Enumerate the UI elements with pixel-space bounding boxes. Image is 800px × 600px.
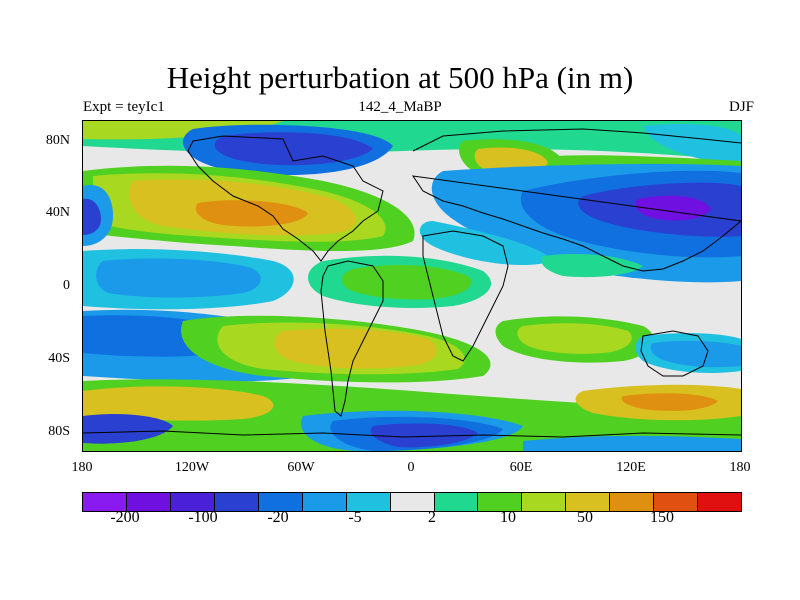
arctic-cyan-low xyxy=(643,124,741,166)
colorbar xyxy=(82,492,742,512)
tropical-sky-west xyxy=(96,258,261,298)
colorbar-swatch-12 xyxy=(610,493,655,511)
colorbar-swatch-0 xyxy=(83,493,127,511)
tropical-teal-east xyxy=(541,254,643,278)
colorbar-swatch-13 xyxy=(654,493,699,511)
subpolar-sky-east xyxy=(523,435,741,451)
colorbar-label-minus200: -200 xyxy=(110,509,140,526)
lon-label-180w: 180 xyxy=(71,460,93,475)
south-sky-east xyxy=(650,340,741,368)
colorbar-label-50: 50 xyxy=(577,509,593,526)
north-america-outline xyxy=(187,135,384,262)
south-america-outline xyxy=(320,260,384,417)
colorbar-label-10: 10 xyxy=(500,509,516,526)
season-label: DJF xyxy=(728,99,754,115)
colorbar-swatch-9 xyxy=(478,493,523,511)
north-cyan-ring xyxy=(419,221,553,266)
lat-label-80s: 80S xyxy=(48,424,70,439)
lon-label-60e: 60E xyxy=(509,460,533,475)
eurasia-outline xyxy=(411,128,741,272)
colorbar-swatch-5 xyxy=(302,493,347,511)
colorbar-label-2: 2 xyxy=(428,509,436,526)
lon-label-0: 0 xyxy=(407,460,415,475)
colorbar-label-minus20: -20 xyxy=(267,509,289,526)
map-panel xyxy=(82,120,742,452)
colorbar-label-minus100: -100 xyxy=(188,509,218,526)
colorbar-label-150: 150 xyxy=(650,509,674,526)
australia-outline xyxy=(640,330,709,377)
colorbar-swatch-3 xyxy=(214,493,259,511)
lon-label-120w: 120W xyxy=(174,460,210,475)
lat-label-40s: 40S xyxy=(48,351,70,366)
coastlines xyxy=(83,128,741,438)
antarctica-outline xyxy=(83,430,741,438)
colorbar-swatch-7 xyxy=(390,493,435,511)
lat-label-40n: 40N xyxy=(45,205,70,220)
colorbar-swatch-8 xyxy=(434,493,479,511)
lat-label-80n: 80N xyxy=(45,133,70,148)
colorbar-swatch-2 xyxy=(170,493,215,511)
tropical-green-mid xyxy=(341,265,472,300)
colorbar-swatch-4 xyxy=(258,493,303,511)
experiment-label: Expt = teyIc1 xyxy=(83,99,165,115)
west-blue-low xyxy=(83,198,101,235)
south-gold-high xyxy=(274,328,437,369)
lon-label-120e: 120E xyxy=(616,460,646,475)
subpolar-orange-east xyxy=(621,393,718,411)
subpolar-blue-west xyxy=(83,414,173,444)
lon-label-60w: 60W xyxy=(287,460,315,475)
africa-outline xyxy=(422,230,509,362)
plot-title: Height perturbation at 500 hPa (in m) xyxy=(166,60,634,95)
subpolar-gold-band xyxy=(83,386,274,421)
colorbar-swatch-1 xyxy=(126,493,171,511)
period-label: 142_4_MaBP xyxy=(358,99,442,115)
arctic-blue-core xyxy=(214,132,373,166)
south-lime-east xyxy=(517,323,632,354)
colorbar-swatch-6 xyxy=(346,493,391,511)
colorbar-swatch-14 xyxy=(698,493,742,511)
north-orange-high xyxy=(195,200,308,227)
height-perturbation-map xyxy=(83,121,741,451)
colorbar-label-minus5: -5 xyxy=(348,509,362,526)
lon-label-180e: 180 xyxy=(729,460,751,475)
subpolar-darkblue-mid xyxy=(370,423,478,448)
colorbar-swatch-11 xyxy=(566,493,611,511)
colorbar-swatch-10 xyxy=(522,493,567,511)
lat-label-eq: 0 xyxy=(63,278,70,293)
